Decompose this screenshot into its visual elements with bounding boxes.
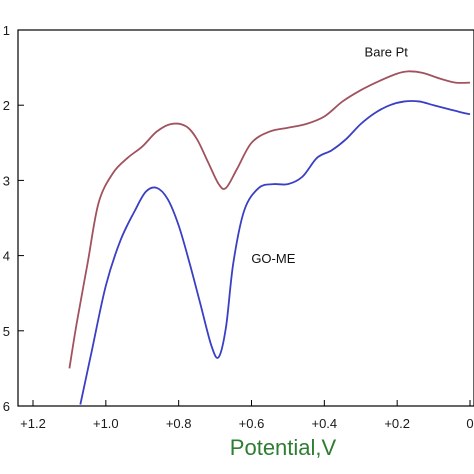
x-tick-label: +1.2	[20, 416, 46, 431]
x-axis-title: Potential,V	[230, 435, 337, 460]
y-tick-label: 5	[3, 324, 10, 339]
y-tick-label: 2	[3, 98, 10, 113]
x-tick-label: +1.0	[93, 416, 119, 431]
annotation-bare-pt: Bare Pt	[365, 44, 409, 59]
x-tick-label: +0.4	[311, 416, 337, 431]
x-tick-label: +0.8	[166, 416, 192, 431]
y-axis-ticks: 1 2 3 4 5 6	[3, 23, 24, 414]
plot-frame	[17, 29, 474, 407]
y-tick-label: 1	[3, 23, 10, 38]
series-lines	[68, 70, 471, 405]
x-tick-label: +0.2	[384, 416, 410, 431]
y-tick-label: 4	[3, 249, 10, 264]
x-tick-label: +0.6	[239, 416, 265, 431]
x-axis-ticks: +1.2 +1.0 +0.8 +0.6 +0.4 +0.2 0	[20, 400, 474, 431]
annotation-go-me: GO-ME	[251, 251, 295, 266]
series-annotations: Bare Pt GO-ME	[251, 44, 408, 266]
x-tick-label: 0	[466, 416, 473, 431]
series-line-bare-pt	[68, 70, 471, 369]
series-line-go-me	[79, 100, 471, 405]
y-tick-label: 3	[3, 173, 10, 188]
y-tick-label: 6	[3, 399, 10, 414]
